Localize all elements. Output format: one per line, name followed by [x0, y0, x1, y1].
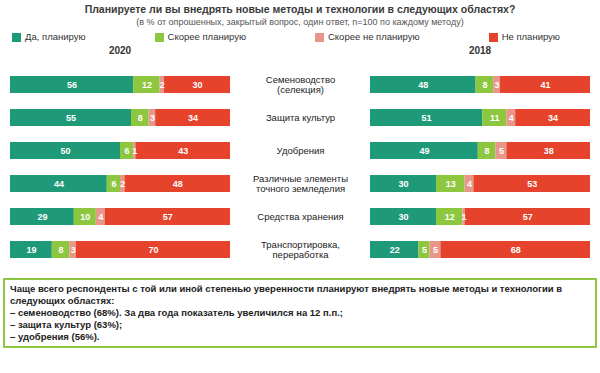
- svg-text:43: 43: [178, 146, 188, 156]
- svg-text:29: 29: [37, 212, 47, 222]
- svg-text:6: 6: [111, 179, 116, 189]
- svg-text:8: 8: [485, 146, 490, 156]
- svg-text:13: 13: [446, 179, 456, 189]
- html-text:Скорее планирую: Скорее планирую: [167, 31, 246, 42]
- html-text:2018: 2018: [468, 45, 492, 56]
- svg-text:57: 57: [163, 212, 173, 222]
- svg-text:50: 50: [60, 146, 70, 156]
- svg-text:56: 56: [67, 80, 77, 90]
- svg-text:1: 1: [132, 146, 137, 156]
- html-text:Да, планирую: Да, планирую: [25, 31, 86, 42]
- html-text:Планируете ли вы внедрять новы: Планируете ли вы внедрять новые методы и…: [84, 3, 516, 15]
- svg-text:68: 68: [511, 245, 521, 255]
- svg-text:6: 6: [125, 146, 130, 156]
- svg-text:44: 44: [54, 179, 64, 189]
- html-text:– семеноводство (68%). За два: – семеноводство (68%). За два года показ…: [10, 307, 343, 318]
- svg-text:5: 5: [433, 245, 438, 255]
- svg-text:70: 70: [148, 245, 158, 255]
- html-text:Чаще всего респонденты с той и: Чаще всего респонденты с той или иной ст…: [10, 283, 563, 306]
- svg-text:53: 53: [527, 179, 537, 189]
- html-text:– удобрения (56%).: – удобрения (56%).: [10, 331, 100, 342]
- svg-text:8: 8: [59, 245, 64, 255]
- svg-text:38: 38: [544, 146, 554, 156]
- svg-text:Транспортировка,переработка: Транспортировка,переработка: [261, 239, 340, 259]
- html-text:Не планирую: Не планирую: [501, 31, 560, 42]
- svg-text:30: 30: [398, 212, 408, 222]
- svg-text:11: 11: [490, 113, 500, 123]
- svg-text:3: 3: [494, 80, 499, 90]
- svg-text:3: 3: [71, 245, 76, 255]
- svg-text:48: 48: [418, 80, 428, 90]
- svg-text:8: 8: [138, 113, 143, 123]
- html-text:(в % от опрошенных, закрытый в: (в % от опрошенных, закрытый вопрос, оди…: [136, 17, 464, 27]
- svg-text:3: 3: [150, 113, 155, 123]
- svg-text:12: 12: [445, 212, 455, 222]
- svg-text:4: 4: [98, 212, 103, 222]
- svg-text:48: 48: [173, 179, 183, 189]
- svg-text:4: 4: [509, 113, 514, 123]
- svg-text:Семеноводство(селекция): Семеноводство(селекция): [266, 74, 335, 95]
- svg-text:51: 51: [422, 113, 432, 123]
- svg-text:4: 4: [467, 179, 472, 189]
- svg-text:5: 5: [499, 146, 504, 156]
- html-text:2020: 2020: [108, 45, 132, 56]
- svg-text:12: 12: [142, 80, 152, 90]
- svg-text:57: 57: [523, 212, 533, 222]
- svg-text:49: 49: [419, 146, 429, 156]
- svg-text:Различные элементыточного земл: Различные элементыточного земледелия: [253, 173, 348, 194]
- svg-text:5: 5: [422, 245, 427, 255]
- html-text:– защита культур (63%);: – защита культур (63%);: [10, 319, 123, 330]
- svg-text:1: 1: [461, 212, 466, 222]
- svg-text:22: 22: [390, 245, 400, 255]
- svg-text:Удобрения: Удобрения: [277, 145, 325, 156]
- svg-text:2: 2: [120, 179, 125, 189]
- svg-text:10: 10: [80, 212, 90, 222]
- svg-text:41: 41: [540, 80, 550, 90]
- svg-text:Защита культур: Защита культур: [266, 112, 335, 123]
- svg-text:30: 30: [192, 80, 202, 90]
- svg-text:34: 34: [548, 113, 558, 123]
- svg-text:19: 19: [26, 245, 36, 255]
- svg-text:2: 2: [160, 80, 165, 90]
- svg-text:34: 34: [188, 113, 198, 123]
- svg-text:8: 8: [482, 80, 487, 90]
- svg-text:Средства хранения: Средства хранения: [257, 211, 343, 222]
- html-text:Скорее не планирую: Скорее не планирую: [328, 31, 420, 42]
- svg-text:30: 30: [398, 179, 408, 189]
- svg-text:55: 55: [66, 113, 76, 123]
